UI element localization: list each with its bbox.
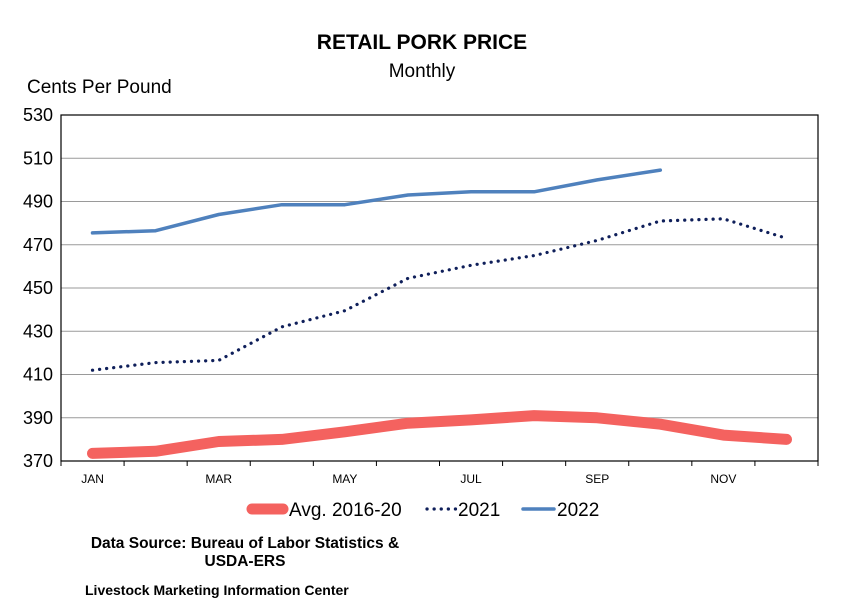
data-source-line-2: USDA-ERS: [204, 553, 286, 570]
chart-title: RETAIL PORK PRICE: [316, 31, 528, 54]
x-tick-label: MAY: [332, 472, 357, 486]
legend-label: 2022: [557, 500, 599, 521]
y-tick-label: 370: [23, 451, 53, 471]
x-tick-label: JUL: [460, 472, 482, 486]
chart-subtitle: Monthly: [388, 61, 456, 82]
y-axis-label: Cents Per Pound: [27, 77, 172, 98]
chart-svg: 370 390 410 430 450 470 490 510 530 JAN MAR MAY JUL S…: [23, 105, 819, 521]
data-source-line-1: Data Source: Bureau of Labor Statistics …: [90, 535, 400, 552]
x-tick-label: JAN: [81, 472, 104, 486]
series-line-2021: [90, 217, 789, 372]
data-source: Data Source: Bureau of Labor Statistics …: [55, 535, 435, 571]
y-tick-label: 410: [23, 365, 53, 385]
legend-label: Avg. 2016-20: [289, 500, 402, 521]
y-tick-label: 510: [23, 148, 53, 168]
y-tick-label: 490: [23, 192, 53, 212]
x-tick-label: SEP: [585, 472, 609, 486]
publisher-credit: Livestock Marketing Information Center: [85, 582, 349, 598]
y-tick-label: 470: [23, 235, 53, 255]
series-line-avg-2016-20: [87, 410, 792, 459]
y-tick-label: 390: [23, 408, 53, 428]
x-tick-label: NOV: [710, 472, 736, 486]
y-tick-label: 530: [23, 105, 53, 125]
y-tick-label: 430: [23, 321, 53, 341]
legend-label: 2021: [458, 500, 500, 521]
y-tick-label: 450: [23, 278, 53, 298]
x-tick-label: MAR: [205, 472, 232, 486]
series-line-2022: [90, 168, 663, 235]
